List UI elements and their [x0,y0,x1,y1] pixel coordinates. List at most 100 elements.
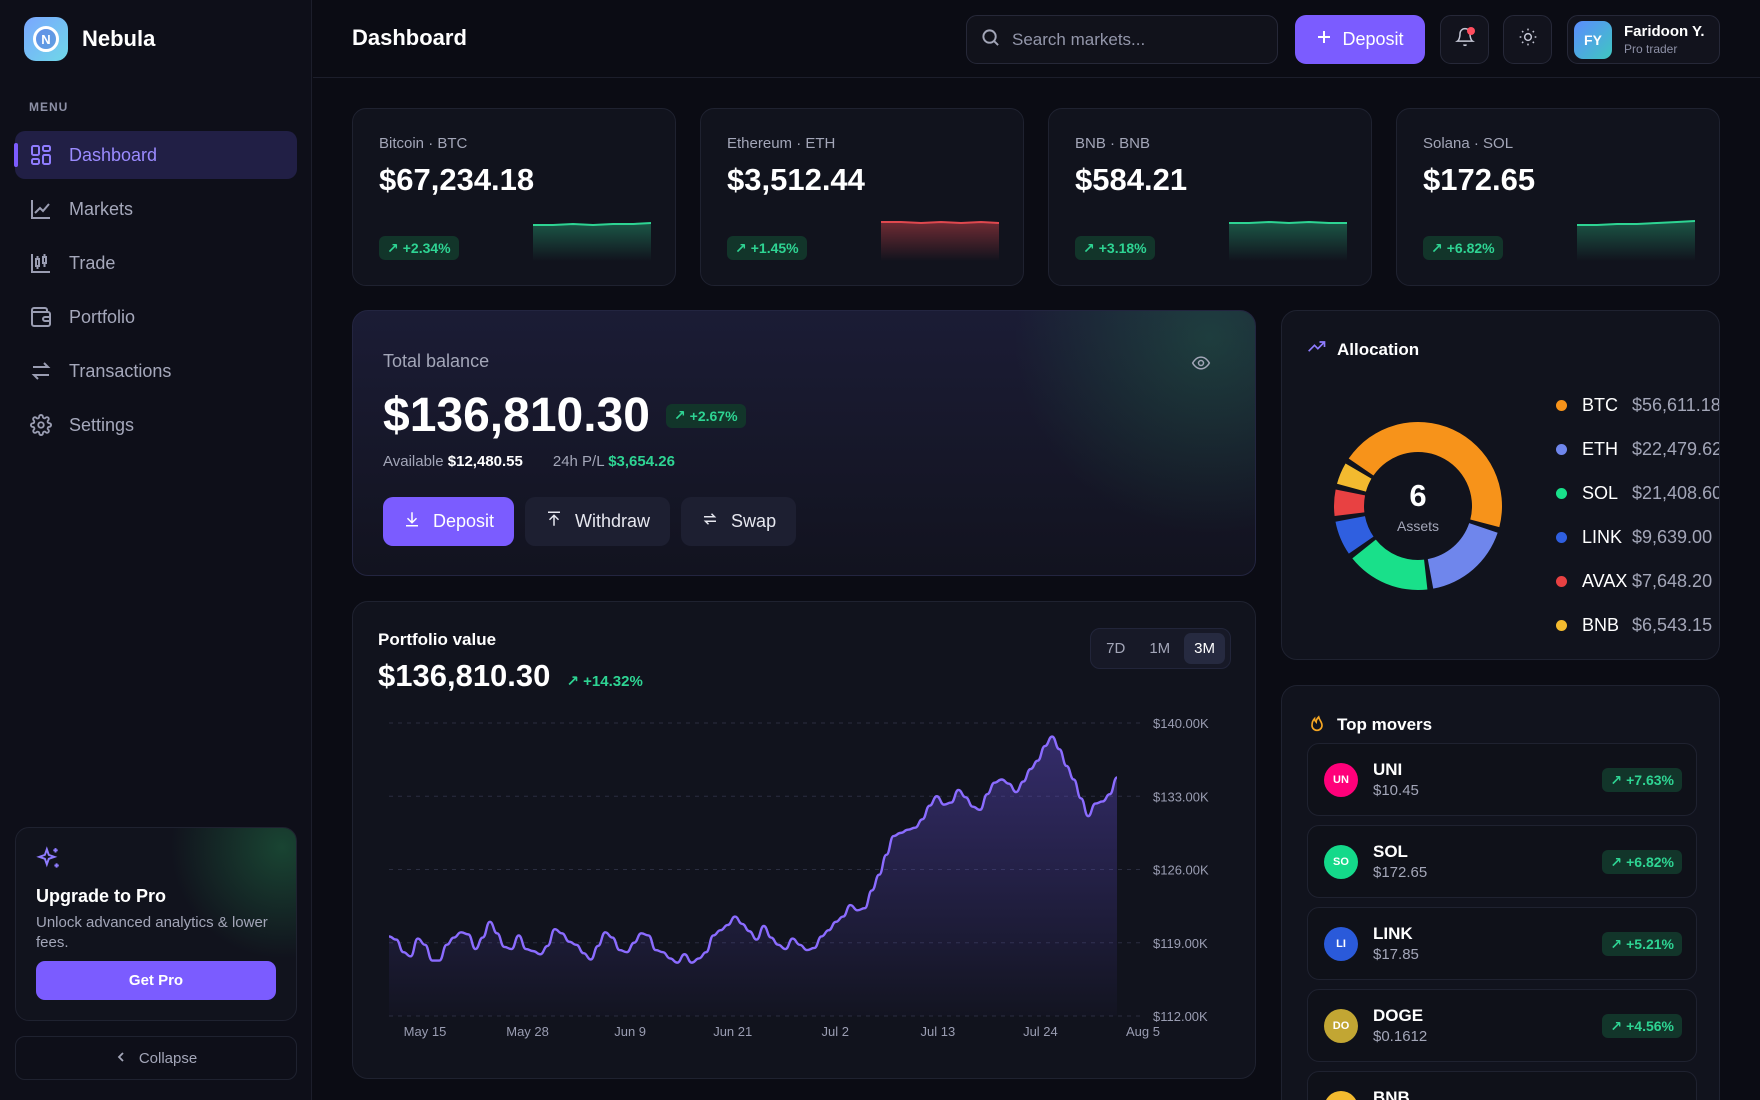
user-name: Faridoon Y. [1624,23,1705,40]
ticker-name: Ethereum · ETH [727,135,836,152]
sidebar-item-label: Markets [69,198,134,219]
legend-value: $6,543.15 [1632,614,1713,635]
sidebar-item-label: Transactions [69,360,172,381]
upgrade-promo-card: Upgrade to Pro Unlock advanced analytics… [15,827,297,1021]
donut-chart [1334,421,1502,590]
mover-symbol: BNB [1373,1088,1410,1100]
sidebar-item-label: Portfolio [69,306,136,327]
ticker-card-btc[interactable]: Bitcoin · BTC $67,234.18 ↗ +2.34% [352,108,676,286]
mover-symbol: DOGE [1373,1006,1424,1025]
collapse-button[interactable]: Collapse [15,1036,297,1080]
swap-icon [701,510,719,533]
mover-change-badge: ↗ +6.82% [1602,850,1682,874]
sidebar-item-portfolio[interactable]: Portfolio [15,293,297,341]
available-value: $12,480.55 [447,453,523,470]
mover-row[interactable]: SO SOL $172.65 ↗ +6.82% [1307,825,1697,898]
menu-label: MENU [29,100,69,114]
theme-toggle-button[interactable] [1503,15,1552,64]
dashboard-icon [29,143,53,167]
avatar: FY [1574,20,1612,59]
swap-label: Swap [731,511,777,531]
search-input[interactable] [1012,29,1242,50]
promo-text: Unlock advanced analytics & lower fees. [36,914,268,951]
sidebar-item-settings[interactable]: Settings [15,401,297,449]
allocation-legend-item: BTC$56,611.1841.4% [1556,383,1719,427]
sidebar-item-label: Dashboard [69,144,158,165]
range-3m[interactable]: 3M [1184,633,1225,664]
sidebar-item-dashboard[interactable]: Dashboard [14,131,297,179]
portfolio-title: Portfolio value [378,630,497,649]
deposit-action-label: Deposit [433,511,495,531]
allocation-legend-item: LINK$9,639.007.0% [1556,515,1719,559]
sparkline [1577,220,1695,261]
arrow-up-right-icon: ↗ [673,407,686,423]
chevron-left-icon [115,1050,127,1067]
coin-avatar: UN [1324,763,1358,797]
brand-name: Nebula [82,26,156,51]
search-box[interactable] [966,15,1278,64]
gear-icon [29,413,53,437]
sidebar-item-markets[interactable]: Markets [15,185,297,233]
promo-title: Upgrade to Pro [36,886,167,906]
range-1m[interactable]: 1M [1149,640,1171,657]
sparkles-icon [36,846,62,872]
coin-avatar: BN [1324,1091,1358,1100]
available-label: Available [383,453,444,470]
portfolio-area [389,736,1117,1016]
ticker-card-sol[interactable]: Solana · SOL $172.65 ↗ +6.82% [1396,108,1720,286]
ticker-change: +3.18% [1098,240,1147,256]
mover-row[interactable]: BN BNB [1307,1071,1697,1100]
ticker-card-eth[interactable]: Ethereum · ETH $3,512.44 ↗ +1.45% [700,108,1024,286]
ticker-change: +1.45% [750,240,799,256]
download-icon [403,510,421,533]
ticker-name: Bitcoin · BTC [379,135,468,152]
legend-symbol: BTC [1582,394,1618,415]
deposit-button[interactable]: Deposit [1295,15,1425,64]
x-tick-label: Jul 13 [921,1024,956,1039]
y-tick-label: $112.00K [1153,1009,1208,1024]
mover-row[interactable]: DO DOGE $0.1612 ↗ +4.56% [1307,989,1697,1062]
balance-amount: $136,810.30 [383,389,650,442]
deposit-action-button[interactable]: Deposit [383,497,515,546]
range-selector: 7D 1M 3M [1090,628,1231,669]
donut-segment-avax [1334,489,1366,516]
portfolio-change: ↗ +14.32% [566,672,642,690]
top-movers-card: Top movers UN UNI $10.45 ↗ +7.63% SO SOL $172.6… [1281,685,1720,1100]
ticker-change-badge: ↗ +6.82% [1423,236,1503,260]
pl-label: 24h P/L [552,453,605,470]
legend-symbol: ETH [1582,438,1618,459]
mover-row[interactable]: LI LINK $17.85 ↗ +5.21% [1307,907,1697,980]
arrow-up-right-icon: ↗ [566,673,579,690]
arrow-up-right-icon: ↗ [387,239,399,256]
total-balance-card: Total balance $136,810.30 ↗ +2.67% Availa… [352,310,1256,576]
arrow-up-right-icon: ↗ [1083,239,1095,256]
asset-count: 6 [1409,478,1427,513]
mover-change: +6.82% [1626,854,1674,870]
range-7d[interactable]: 7D [1106,640,1126,657]
notifications-button[interactable] [1440,15,1489,64]
get-pro-button[interactable]: Get Pro [36,961,276,1000]
mover-row[interactable]: UN UNI $10.45 ↗ +7.63% [1307,743,1697,816]
y-tick-label: $119.00K [1153,936,1208,951]
x-tick-label: Jul 2 [822,1024,849,1039]
mover-price: $17.85 [1373,946,1419,963]
swap-button[interactable]: Swap [681,497,797,546]
brand[interactable]: N Nebula [24,17,155,61]
legend-symbol: AVAX [1582,570,1628,591]
mover-change-badge: ↗ +4.56% [1602,1014,1682,1038]
ticker-card-bnb[interactable]: BNB · BNB $584.21 ↗ +3.18% [1048,108,1372,286]
withdraw-button[interactable]: Withdraw [525,497,671,546]
user-menu[interactable]: FY Faridoon Y. Pro trader [1567,15,1720,64]
sidebar-item-transactions[interactable]: Transactions [15,347,297,395]
plus-icon [1316,29,1332,50]
asset-count-label: Assets [1396,518,1439,534]
eye-icon[interactable] [1191,353,1211,378]
legend-symbol: BNB [1582,614,1620,635]
arrow-up-right-icon: ↗ [1431,239,1443,256]
sidebar-item-trade[interactable]: Trade [15,239,297,287]
mover-change-badge: ↗ +7.63% [1602,768,1682,792]
mover-symbol: LINK [1373,924,1413,943]
deposit-label: Deposit [1342,29,1404,49]
x-tick-label: May 28 [506,1024,549,1039]
y-tick-label: $140.00K [1153,716,1209,731]
